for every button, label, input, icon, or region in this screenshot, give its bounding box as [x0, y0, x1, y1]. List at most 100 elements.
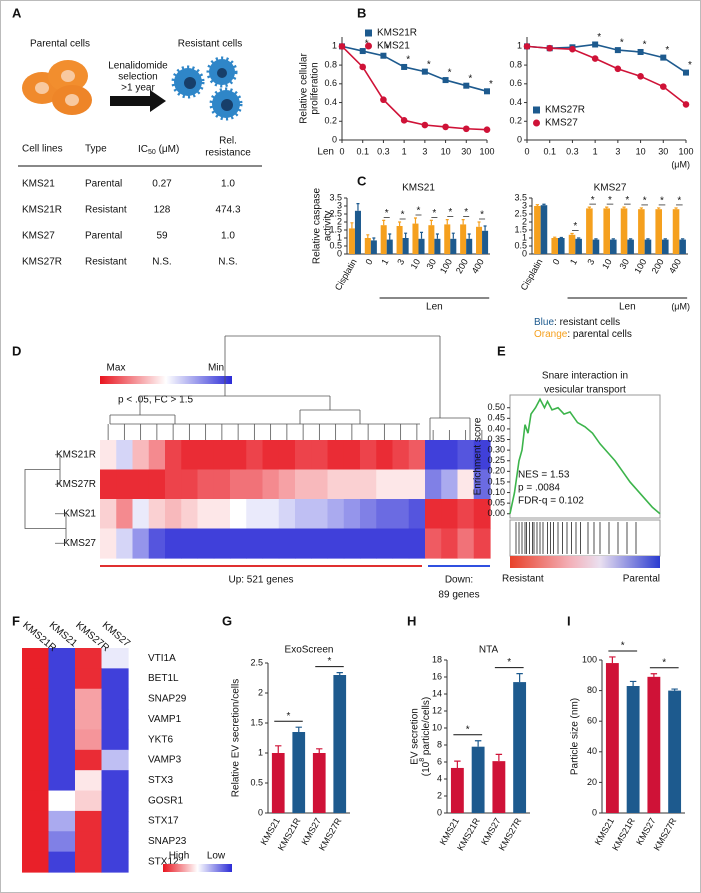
significance-star: * [385, 43, 389, 54]
heat-cell [327, 469, 345, 500]
heat-cell [376, 440, 394, 471]
bar [672, 209, 680, 254]
y-tick-label: 0.15 [487, 476, 505, 486]
heat-cell [441, 469, 459, 500]
chart-title: KMS27 [594, 183, 627, 194]
heat-cell [181, 528, 199, 559]
bar [364, 238, 371, 254]
significance-star: * [625, 195, 629, 206]
x-tick-label: 0.1 [543, 146, 556, 156]
heat-cell [441, 499, 459, 530]
error-bar [388, 233, 392, 240]
heat-cell [295, 469, 312, 500]
color-key: Blue: resistant cells [534, 317, 620, 328]
bar [380, 225, 387, 254]
heat-cell [343, 528, 361, 559]
y-tick-label: 0.05 [487, 498, 505, 508]
color-key: Orange: parental cells [534, 329, 632, 340]
heat-cell [116, 440, 134, 471]
heat-cell [75, 709, 103, 731]
heat-cell [132, 499, 150, 530]
heat-cell [48, 810, 76, 832]
x-tick-label: 0 [551, 257, 562, 266]
row-label: VTI1A [148, 653, 176, 664]
y-tick-label: 0 [337, 248, 342, 258]
x-tick-label: 3 [615, 146, 620, 156]
group-label: Up: 521 genes [228, 575, 293, 586]
error-bar [467, 233, 471, 239]
heat-cell [408, 499, 426, 530]
heat-cell [376, 528, 394, 559]
y-tick-label: 80 [587, 685, 597, 695]
error-bar [576, 237, 581, 239]
point [359, 48, 366, 55]
column-dendrogram [107, 335, 483, 440]
heat-cell [22, 790, 50, 812]
panel-label: D [12, 343, 21, 358]
error-bar [461, 219, 465, 225]
bracket-label: * [507, 657, 511, 668]
x-tick-label: 1 [402, 146, 407, 156]
point [614, 65, 622, 73]
heat-cell [165, 469, 182, 500]
x-tick-label: 0.3 [377, 146, 390, 156]
y-axis-label-text: activity [323, 211, 334, 242]
heat-cell [327, 528, 345, 559]
significance-star: * [677, 196, 681, 207]
y-axis-label-text: (108 particle/cells) [419, 697, 431, 777]
point [523, 43, 531, 50]
heat-cell [425, 499, 442, 530]
table-cell: KMS21R [22, 205, 62, 216]
heat-cell [327, 440, 345, 471]
table-header: resistance [205, 148, 251, 159]
bar [540, 205, 548, 254]
y-tick-label: 0.00 [487, 508, 505, 518]
point [400, 117, 408, 124]
point [484, 88, 490, 95]
heat-cell [100, 469, 117, 500]
error-bar [295, 726, 302, 732]
bar [482, 230, 489, 254]
heat-cell [473, 469, 491, 500]
panel-label: H [407, 613, 416, 628]
annotation: NES = 1.53 [518, 470, 570, 481]
chart-title: KMS21 [402, 183, 435, 194]
table-header: Cell lines [22, 144, 63, 155]
heat-cell [376, 499, 394, 530]
row-label: YKT6 [148, 734, 173, 745]
y-tick-label: 0.2 [324, 116, 337, 126]
x-tick-label: 10 [636, 146, 646, 156]
y-tick-label: 2.5 [250, 657, 263, 667]
heat-cell [101, 709, 129, 731]
significance-star: * [688, 60, 692, 71]
heat-cell [75, 810, 103, 832]
heat-cell [408, 528, 426, 559]
x-tick-label: 10 [441, 146, 451, 156]
row-label: KMS21 [63, 508, 96, 519]
heat-cell [262, 440, 280, 471]
bar [348, 228, 355, 254]
significance-star: * [401, 210, 405, 221]
y-axis-label-text: Relative caspase [312, 187, 323, 264]
error-bar [366, 234, 370, 238]
bar [428, 225, 435, 254]
table-cell: Parental [85, 179, 122, 190]
legend-label: KMS21 [377, 41, 410, 52]
heat-cell [392, 528, 410, 559]
heat-cell [295, 499, 312, 530]
point [591, 55, 599, 62]
y-tick-label: 1.5 [329, 224, 342, 234]
heat-cell [22, 709, 50, 731]
heat-cell [457, 528, 475, 559]
y-tick-label: 1.5 [250, 717, 263, 727]
series-line [341, 45, 488, 131]
heat-cell [48, 790, 76, 812]
bar [605, 663, 619, 813]
significance-star: * [464, 207, 468, 218]
error-bar [398, 221, 402, 226]
y-tick-label: 2 [258, 687, 263, 697]
heat-cell [22, 810, 50, 832]
bar [354, 210, 361, 254]
error-bar [435, 233, 439, 239]
chart-title: NTA [479, 645, 499, 656]
